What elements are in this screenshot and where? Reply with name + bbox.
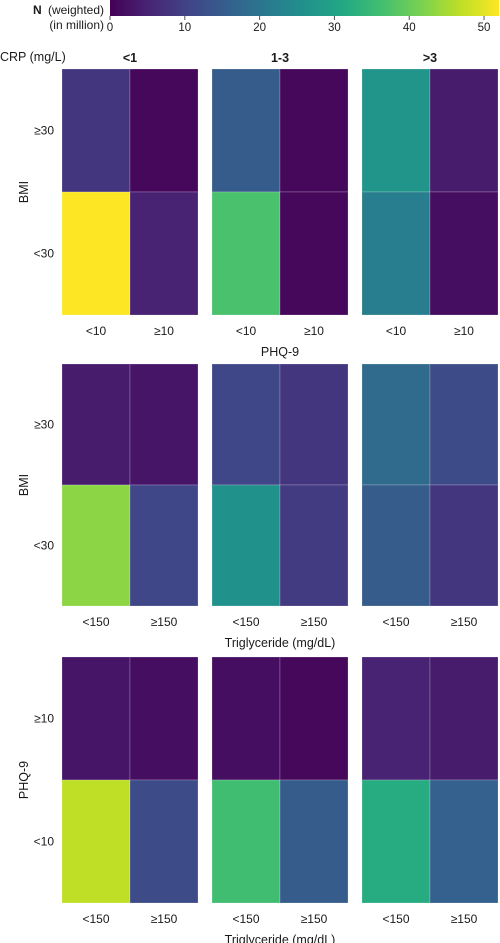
y-tick-label: ≥10 [34,712,54,726]
heatmap-cell [211,191,281,316]
x-tick-label: ≥150 [451,615,478,629]
x-tick-label: ≥150 [301,615,328,629]
heatmap-cell [361,656,431,781]
heatmap-cell [361,191,431,316]
heatmap-cell [279,68,349,193]
colorbar-tick-label: 0 [107,22,113,34]
x-tick-label: <150 [382,615,409,629]
y-tick-label: <30 [34,247,55,261]
y-tick-label: ≥30 [34,418,54,432]
y-axis-label: BMI [17,474,31,496]
heatmap-cell [211,68,281,193]
crp-group-header: >3 [423,51,437,65]
crp-group-header: 1-3 [271,51,289,65]
x-tick-label: ≥150 [151,615,178,629]
colorbar-tick-label: 50 [478,22,491,34]
heatmap-cell [61,656,131,781]
colorbar-ticks: 0 10 20 30 40 50 [107,16,491,34]
heatmap-cell [429,656,499,781]
heatmap-row-3: <150 ≥150 <150 ≥150 <150 ≥150 ≥10 <10 PHQ-9 Trigl… [17,656,499,943]
colorbar-subtitle: (in million) [49,18,104,32]
heatmap-panel: <150 ≥150 [211,656,349,926]
colorbar-legend: N (weighted) (in million) 0 10 20 30 40 50 [33,0,499,34]
colorbar-tick-label: 30 [328,22,341,34]
colorbar-title-bold: N [33,3,42,17]
heatmap-cell [129,68,199,193]
crp-group-headers: <1 1-3 >3 [123,51,437,65]
heatmap-panel: <10 ≥10 [61,68,199,338]
y-axis-label: PHQ-9 [17,761,31,799]
x-tick-label: <150 [82,912,109,926]
x-tick-label: ≥150 [301,912,328,926]
heatmap-cell [211,484,281,607]
heatmap-cell [429,191,499,316]
crp-group-header: <1 [123,51,137,65]
crp-axis-label: CRP (mg/L) [0,50,66,64]
x-axis-label: Triglyceride (mg/dL) [225,933,336,943]
x-tick-label: <150 [82,615,109,629]
colorbar-tick-label: 20 [253,22,266,34]
x-axis-label: Triglyceride (mg/dL) [225,636,336,650]
heatmap-rows: <10 ≥10 <10 ≥10 <10 ≥10 ≥30 <30 BMI PHQ-9 <150 ≥150… [17,68,499,943]
heatmap-cell [279,656,349,781]
heatmap-cell [61,779,131,904]
heatmap-cell [129,484,199,607]
y-tick-label: ≥30 [34,124,54,138]
heatmap-panel: <10 ≥10 [211,68,349,338]
x-tick-label: <10 [236,324,257,338]
x-tick-label: ≥10 [154,324,174,338]
heatmap-cell [129,363,199,486]
x-tick-label: ≥10 [304,324,324,338]
heatmap-cell [429,779,499,904]
x-tick-label: <150 [382,912,409,926]
x-tick-label: <150 [232,615,259,629]
heatmap-cell [361,484,431,607]
y-tick-label: <10 [34,835,55,849]
heatmap-panel: <150 ≥150 [211,363,349,629]
colorbar-tick-label: 10 [178,22,191,34]
x-tick-label: ≥150 [151,912,178,926]
colorbar-title-rest: (weighted) [48,3,104,17]
x-axis-label: PHQ-9 [261,345,299,359]
heatmap-cell [129,779,199,904]
heatmap-cell [61,363,131,486]
colorbar-tick-label: 40 [403,22,416,34]
heatmap-cell [361,68,431,193]
x-tick-label: <150 [232,912,259,926]
heatmap-row-2: <150 ≥150 <150 ≥150 <150 ≥150 ≥30 <30 BMI Triglyc… [17,363,499,650]
heatmap-cell [211,363,281,486]
heatmap-cell [361,779,431,904]
heatmap-cell [279,779,349,904]
heatmap-cell [61,191,131,316]
heatmap-cell [429,68,499,193]
colorbar-title: N (weighted) [33,3,104,17]
x-tick-label: ≥150 [451,912,478,926]
heatmap-row-1: <10 ≥10 <10 ≥10 <10 ≥10 ≥30 <30 BMI PHQ-9 [17,68,499,359]
heatmap-cell [279,191,349,316]
heatmap-cell [279,484,349,607]
heatmap-panel: <150 ≥150 [61,656,199,926]
heatmap-cell [129,656,199,781]
x-tick-label: ≥10 [454,324,474,338]
heatmap-cell [211,779,281,904]
y-tick-label: <30 [34,539,55,553]
heatmap-cell [429,363,499,486]
heatmap-cell [211,656,281,781]
x-tick-label: <10 [86,324,107,338]
heatmap-cell [279,363,349,486]
x-tick-label: <10 [386,324,407,338]
heatmap-cell [129,191,199,316]
heatmap-cell [61,68,131,193]
heatmap-panel: <10 ≥10 [361,68,499,338]
y-axis-label: BMI [17,181,31,203]
heatmap-cell [61,484,131,607]
heatmap-panel: <150 ≥150 [361,656,499,926]
heatmap-panel: <150 ≥150 [361,363,499,629]
heatmap-panel: <150 ≥150 [61,363,199,629]
colorbar-gradient [110,0,499,16]
heatmap-cell [361,363,431,486]
heatmap-cell [429,484,499,607]
